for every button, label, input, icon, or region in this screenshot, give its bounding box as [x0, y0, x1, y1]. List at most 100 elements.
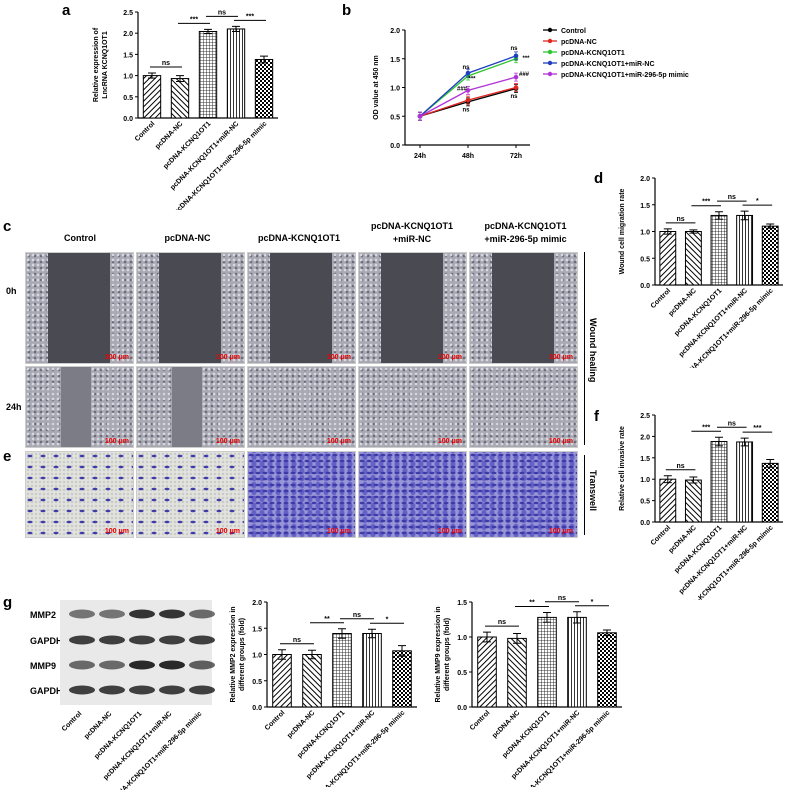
error-bar	[740, 210, 749, 221]
bar-chart-f: 0.0 0.5 1.0 1.5 2.0 2.5 Relative cell invasive…	[619, 413, 783, 600]
blot-band	[159, 685, 185, 695]
row-header-0h: 0h	[6, 286, 17, 296]
blot-band	[69, 660, 95, 670]
bar	[477, 636, 497, 708]
error-bar	[148, 72, 156, 79]
y-axis-title: OD value at 450 nm	[373, 55, 380, 120]
scale-bar-label: 100 μm	[437, 354, 462, 361]
bar	[254, 58, 274, 119]
bar	[659, 231, 677, 286]
bar	[226, 28, 246, 119]
micrograph: 100 μm	[247, 252, 356, 364]
x-tick-label: pcDNA-KCNQ1OT1+miR-296-5p mimic	[679, 524, 774, 600]
x-tick-label: pcDNA-NC	[491, 709, 521, 739]
blot-label-mmp9: MMP9	[30, 661, 57, 671]
blot-band	[189, 660, 215, 670]
scale-bar-label: 100 μm	[104, 354, 129, 361]
blot-band	[159, 660, 185, 670]
y-tick-label: 0.0	[123, 116, 133, 123]
x-tick-label: pcDNA-NC	[286, 709, 316, 739]
col-header-kcnq1ot1: pcDNA-KCNQ1OT1	[257, 233, 340, 243]
significance-label: **	[324, 616, 330, 623]
y-axis-title: Wound cell migration rate	[619, 188, 626, 274]
error-bar	[740, 437, 749, 447]
blot-band	[189, 635, 215, 645]
col-header-pcdna-nc: pcDNA-NC	[164, 233, 211, 243]
significance-label: ***	[702, 199, 710, 206]
error-bar	[603, 629, 611, 637]
y-tick-label: 0.5	[640, 256, 650, 263]
scale-bar-label: 100 μm	[548, 528, 573, 535]
bar	[761, 225, 779, 286]
y-tick-label: 0.5	[123, 95, 133, 102]
panel-label-a: a	[62, 2, 71, 19]
y-tick-label: 1.0	[640, 477, 650, 484]
panel-label-d: d	[594, 170, 604, 187]
blot-lane-label: Control	[61, 710, 84, 733]
y-tick-label: 1.5	[457, 600, 467, 607]
transwell-bracket	[584, 455, 585, 535]
blot-band	[99, 660, 125, 670]
error-bar	[483, 631, 491, 643]
bar	[710, 214, 728, 286]
significance-label: *	[386, 616, 389, 623]
scale-bar-label: 100 μm	[215, 438, 240, 445]
y-tick-label: 2.5	[123, 10, 133, 17]
data-point	[513, 85, 519, 90]
significance-label: ***	[468, 77, 476, 83]
legend-label: pcDNA-NC	[561, 39, 597, 46]
y-tick-label: 0.5	[390, 114, 400, 121]
data-point	[513, 74, 519, 80]
line-chart-b: 0.0 0.5 1.0 1.5 2.0 24h 48h 72h OD value at 450 …	[373, 27, 689, 160]
y-tick-label: 1.5	[640, 456, 650, 463]
x-tick-label: pcDNA-NC	[154, 120, 184, 150]
x-tick-label: pcDNA-KCNQ1OT1	[673, 287, 723, 337]
error-bar	[338, 628, 346, 639]
col-header-control: Control	[64, 233, 96, 243]
x-tick-label: 24h	[414, 153, 426, 160]
error-bar	[368, 628, 376, 639]
significance-label: ns	[353, 612, 361, 619]
blot-lane-label: pcDNA-NC	[83, 710, 113, 740]
x-tick-label: Control	[264, 709, 287, 732]
error-bar	[176, 75, 184, 83]
col-header-mir-mimic: pcDNA-KCNQ1OT1 +miR-296-5p mimic	[484, 221, 567, 244]
y-axis-title: Relative MMP9 expression in different gro…	[435, 606, 451, 702]
y-tick-label: 1.0	[390, 86, 400, 93]
y-tick-label: 2.0	[123, 31, 133, 38]
scale-bar-label: 100 μm	[326, 354, 351, 361]
transwell-micrograph: 100 μm	[358, 451, 467, 538]
significance-label: ###	[457, 86, 468, 92]
y-tick-label: 1.0	[640, 230, 650, 237]
blot-label-gapdh-2: GAPDH	[30, 686, 63, 696]
blot-label-mmp2: MMP2	[30, 610, 57, 620]
bar-chart-a: 0.0 0.5 1.0 1.5 2.0 2.5 Relative expression of…	[93, 9, 278, 210]
y-tick-label: 1.5	[390, 57, 400, 64]
y-tick-label: 0.0	[457, 705, 467, 712]
y-axis-title: Relative MMP2 expression in different gro…	[230, 606, 246, 702]
blot-band	[189, 685, 215, 695]
transwell-micrograph: 100 μm	[25, 451, 134, 538]
bar	[170, 78, 190, 119]
y-axis-title: Relative cell invasive rate	[619, 426, 626, 511]
significance-label: ***	[522, 56, 530, 62]
bar	[392, 650, 412, 708]
error-bar	[308, 649, 316, 660]
y-tick-label: 1.0	[457, 635, 467, 642]
significance-label: ###	[519, 72, 530, 78]
bar	[684, 231, 702, 286]
error-bar	[766, 223, 775, 229]
bar	[710, 441, 728, 523]
scale-bar-label: 100 μm	[437, 528, 462, 535]
legend-label: pcDNA-KCNQ1OT1+miR-NC	[561, 61, 655, 68]
y-axis-title: Relative expression of LncRNA KCNQ1OT1	[93, 27, 109, 102]
significance-label: ns	[462, 65, 470, 71]
significance-label: ns	[498, 619, 506, 626]
significance-label: ***	[753, 425, 761, 432]
error-bar	[232, 25, 240, 33]
error-bar	[573, 611, 581, 624]
error-bar	[260, 55, 268, 64]
significance-label: ns	[728, 420, 736, 427]
y-tick-label: 0.0	[640, 283, 650, 290]
error-bar	[689, 229, 698, 234]
